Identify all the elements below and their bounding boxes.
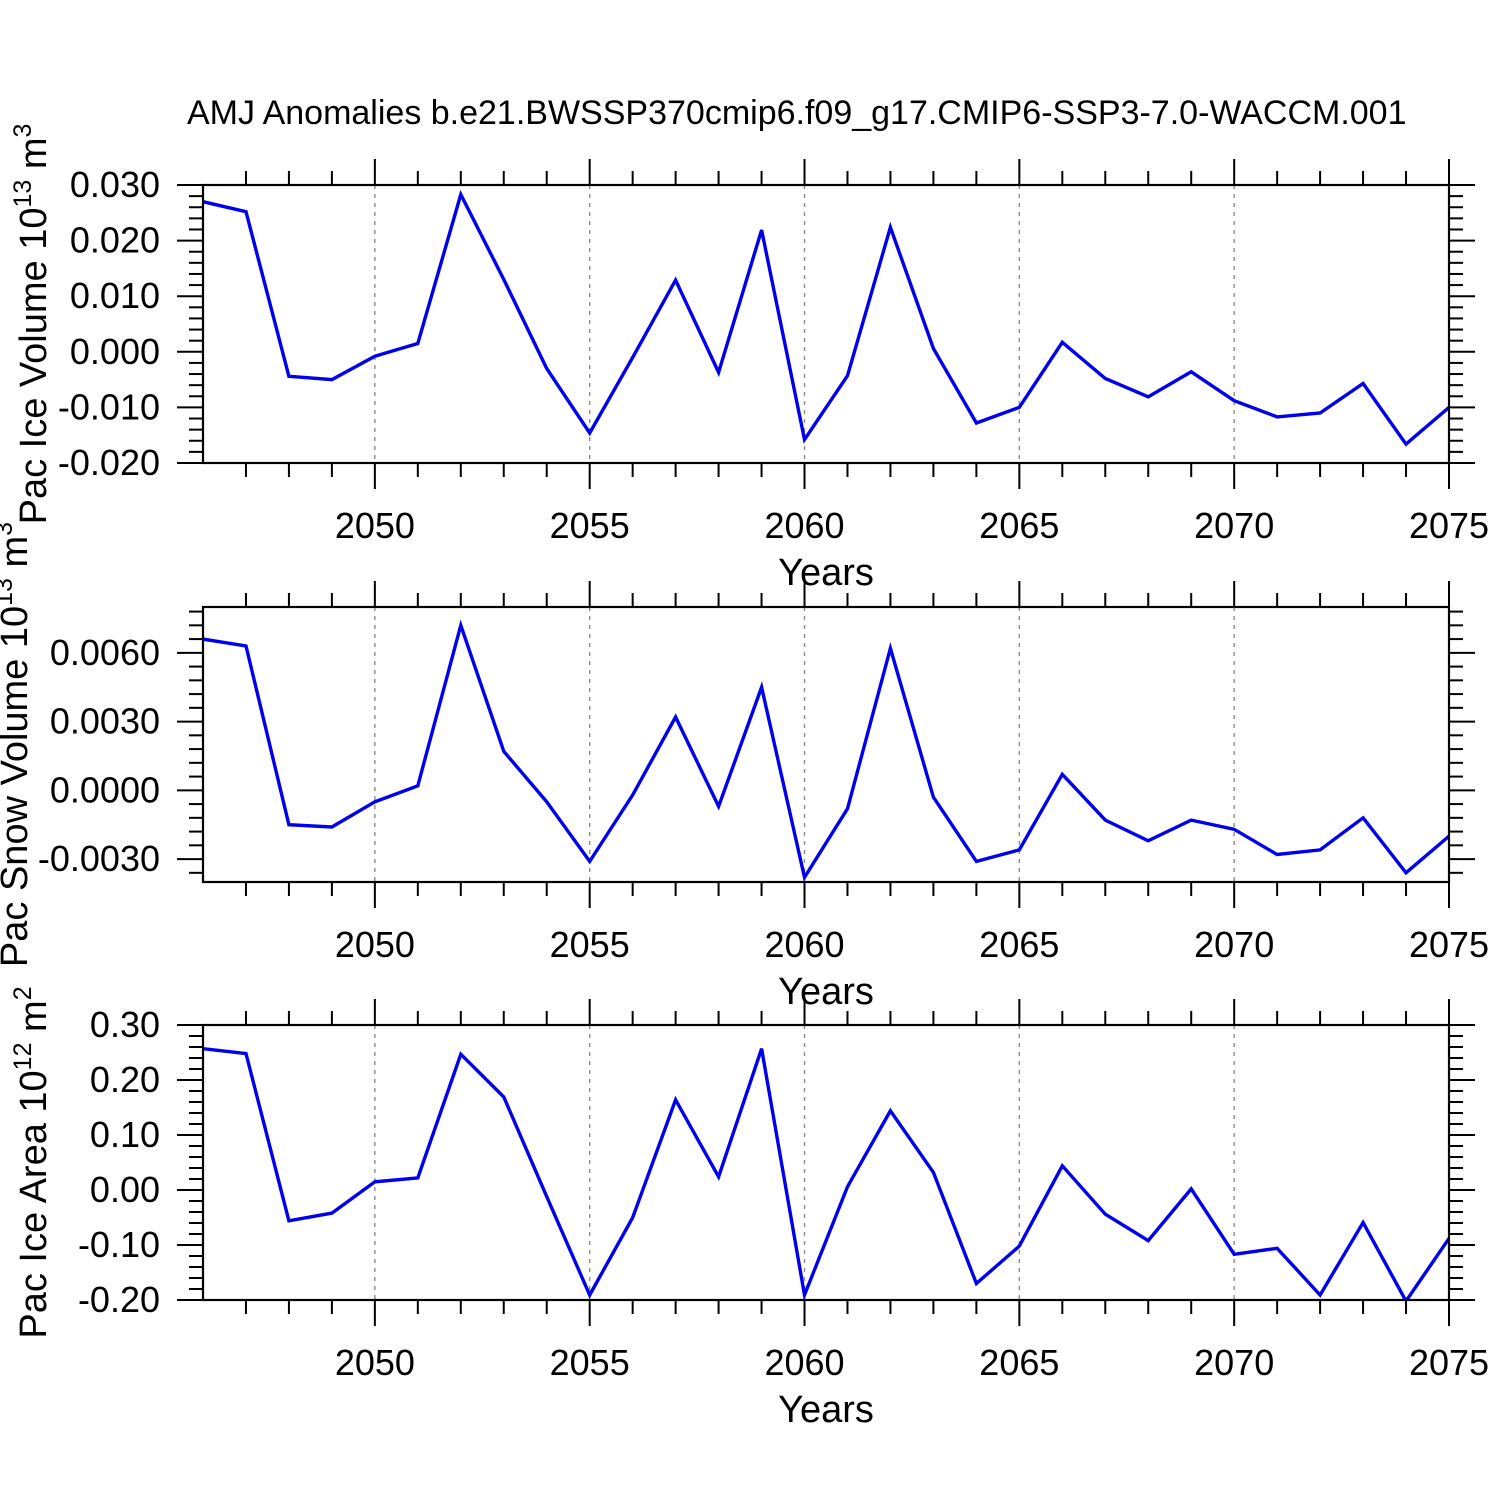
- y-tick-label: 0.20: [90, 1059, 160, 1100]
- x-tick-label: 2065: [979, 1342, 1059, 1383]
- y-tick-label: 0.030: [70, 164, 160, 205]
- x-axis-title: Years: [778, 971, 874, 1013]
- y-tick-label: 0.000: [70, 331, 160, 372]
- y-tick-label: 0.0000: [50, 769, 160, 810]
- x-tick-label: 2075: [1409, 505, 1489, 546]
- plot-frame: [201, 605, 1451, 884]
- plot-frame: [201, 1023, 1451, 1302]
- y-axis-title-superscript: 2: [9, 986, 37, 1000]
- y-axis-title-text: m: [13, 138, 55, 180]
- tick-marks: [177, 581, 1475, 908]
- y-tick-label: 0.30: [90, 1004, 160, 1045]
- y-tick-label: -0.10: [78, 1224, 160, 1265]
- tick-marks: [177, 159, 1475, 489]
- y-tick-label: -0.020: [58, 442, 160, 483]
- y-axis-title-text: Pac Ice Volume 10: [13, 208, 55, 525]
- x-tick-label: 2065: [979, 505, 1059, 546]
- x-axis-title: Years: [778, 1389, 874, 1431]
- x-tick-label: 2070: [1194, 505, 1274, 546]
- y-axis-title-superscript: 3: [9, 124, 37, 138]
- x-tick-label: 2075: [1409, 924, 1489, 965]
- y-tick-label: 0.010: [70, 275, 160, 316]
- panel-pac-ice-area: 2050 2055 2060 2065 2070 2075 0.30 0.20 0.10 0.00…: [9, 986, 1489, 1431]
- panel-pac-snow-volume: 2050 2055 2060 2065 2070 2075 0.0060 0.0030 0.00…: [0, 522, 1489, 1013]
- x-tick-label: 2055: [550, 505, 630, 546]
- y-axis-title: Pac Snow Volume 1013 m3: [0, 522, 36, 967]
- x-axis-title: Years: [778, 552, 874, 594]
- y-axis-title-superscript: 12: [9, 1043, 37, 1071]
- y-axis-title-text: Pac Ice Area 10: [13, 1070, 55, 1338]
- y-tick-label: 0.0030: [50, 701, 160, 742]
- x-tick-label: 2065: [979, 924, 1059, 965]
- chart-title: AMJ Anomalies b.e21.BWSSP370cmip6.f09_g1…: [187, 94, 1407, 132]
- y-tick-label: 0.020: [70, 220, 160, 261]
- tick-marks: [177, 999, 1475, 1326]
- y-tick-label: -0.0030: [38, 838, 160, 879]
- y-axis-title-superscript: 13: [9, 180, 37, 208]
- data-line-pac-ice-area: [203, 1047, 1449, 1300]
- y-axis-title-text: m: [0, 536, 36, 578]
- x-tick-label: 2070: [1194, 1342, 1274, 1383]
- y-axis-title: Pac Ice Volume 1013 m3: [9, 124, 55, 525]
- y-tick-label: 0.0060: [50, 632, 160, 673]
- y-axis-title-text: m: [13, 1000, 55, 1042]
- y-tick-label: -0.20: [78, 1279, 160, 1320]
- y-axis-title-superscript: 13: [0, 578, 18, 606]
- plot-frame: [201, 183, 1451, 465]
- data-line-pac-snow-volume: [203, 619, 1449, 882]
- y-tick-label: -0.010: [58, 386, 160, 427]
- y-axis-title-text: Pac Snow Volume 10: [0, 606, 36, 967]
- x-tick-label: 2070: [1194, 924, 1274, 965]
- x-tick-label: 2050: [335, 1342, 415, 1383]
- x-tick-label: 2075: [1409, 1342, 1489, 1383]
- x-tick-label: 2050: [335, 924, 415, 965]
- x-tick-label: 2060: [764, 1342, 844, 1383]
- x-tick-label: 2060: [764, 505, 844, 546]
- y-axis-title-superscript: 3: [0, 522, 18, 536]
- x-tick-label: 2050: [335, 505, 415, 546]
- y-tick-label: 0.10: [90, 1114, 160, 1155]
- y-axis-title: Pac Ice Area 1012 m2: [9, 986, 55, 1338]
- x-tick-label: 2055: [550, 1342, 630, 1383]
- x-tick-label: 2055: [550, 924, 630, 965]
- panel-pac-ice-volume: 2050 2055 2060 2065 2070 2075 0.030 0.020 0.010 0…: [9, 124, 1489, 594]
- x-tick-label: 2060: [764, 924, 844, 965]
- data-line-pac-ice-volume: [203, 189, 1449, 447]
- y-tick-label: 0.00: [90, 1169, 160, 1210]
